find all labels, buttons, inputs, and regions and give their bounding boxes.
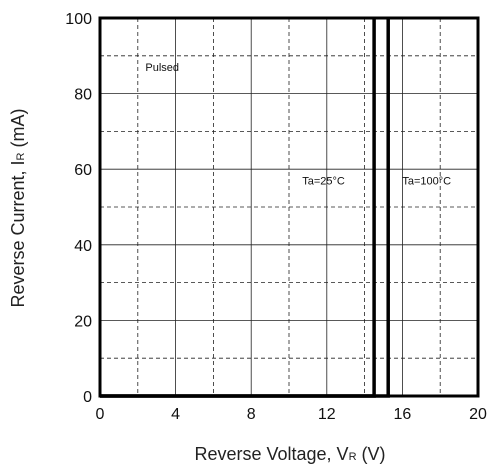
x-tick-label: 16 bbox=[394, 406, 412, 423]
x-tick-label: 12 bbox=[318, 406, 336, 423]
grid-lines bbox=[100, 18, 478, 396]
y-tick-label: 80 bbox=[74, 87, 92, 104]
y-tick-label: 60 bbox=[74, 162, 92, 179]
y-tick-label: 0 bbox=[83, 389, 92, 406]
annotations: Pulsed Ta=25°C Ta=100°C bbox=[145, 62, 451, 187]
x-tick-label: 8 bbox=[247, 406, 256, 423]
y-tick-label: 40 bbox=[74, 238, 92, 255]
x-tick-label: 4 bbox=[171, 406, 180, 423]
y-axis-title: Reverse Current, IR (mA) bbox=[8, 108, 28, 307]
x-axis-title: Reverse Voltage, VR (V) bbox=[194, 444, 385, 464]
y-tick-label: 20 bbox=[74, 313, 92, 330]
plot-frame bbox=[98, 16, 480, 398]
annotation-label: Ta=100°C bbox=[402, 175, 451, 187]
x-tick-labels: 0 4 8 12 16 20 bbox=[96, 406, 487, 423]
x-tick-label: 0 bbox=[96, 406, 105, 423]
x-tick-label: 20 bbox=[469, 406, 487, 423]
y-tick-labels: 0 20 40 60 80 100 bbox=[65, 11, 92, 406]
annotation-label: Ta=25°C bbox=[302, 175, 345, 187]
y-tick-label: 100 bbox=[65, 11, 92, 28]
annotation-label: Pulsed bbox=[145, 62, 179, 74]
